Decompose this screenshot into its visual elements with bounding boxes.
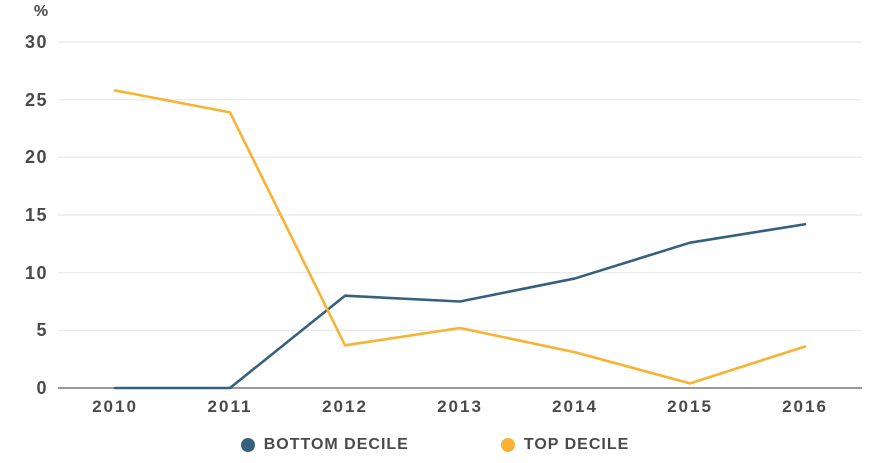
x-tick-label: 2014 <box>552 397 598 416</box>
x-tick-label: 2016 <box>782 397 828 416</box>
legend-label-bottom-decile: BOTTOM DECILE <box>263 436 409 453</box>
legend-item-bottom-decile[interactable]: BOTTOM DECILE <box>240 436 409 454</box>
legend-item-top-decile[interactable]: TOP DECILE <box>500 436 630 454</box>
x-tick-label: 2013 <box>437 397 483 416</box>
x-tick-label: 2012 <box>322 397 368 416</box>
x-tick-label: 2015 <box>667 397 713 416</box>
y-tick-label: 0 <box>36 378 48 398</box>
y-tick-label: 30 <box>24 32 48 52</box>
legend: BOTTOM DECILE TOP DECILE <box>0 436 870 454</box>
plot-area <box>58 41 862 390</box>
y-tick-label: 25 <box>24 89 48 110</box>
y-tick-label: 5 <box>36 320 48 341</box>
y-tick-label: 15 <box>24 205 48 225</box>
series-line-top-decile <box>113 89 807 385</box>
series-line-bottom-decile <box>113 222 807 390</box>
x-tick-label: 2011 <box>207 397 253 416</box>
legend-dot-top-decile <box>500 438 515 452</box>
x-tick-label: 2010 <box>92 397 138 416</box>
legend-label-top-decile: TOP DECILE <box>523 436 630 453</box>
y-tick-label: 10 <box>24 262 48 283</box>
legend-dot-bottom-decile <box>240 438 255 452</box>
y-tick-label: 20 <box>24 147 48 168</box>
y-axis-unit-label: % <box>33 3 49 20</box>
